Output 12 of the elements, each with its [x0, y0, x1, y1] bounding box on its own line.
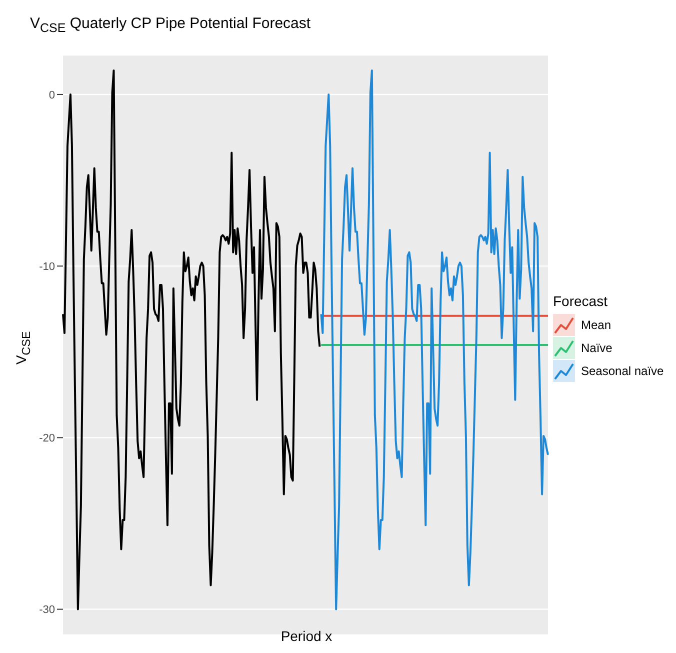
legend-title: Forecast — [553, 293, 608, 309]
legend-label: Seasonal naïve — [581, 364, 664, 378]
line-series — [320, 69, 549, 610]
line-series — [62, 69, 321, 610]
legend-label: Naïve — [581, 340, 612, 354]
y-tick-label: -30 — [39, 604, 55, 616]
chart-title: V$_{CSE}$ Quaterly CP Pipe Potential Forecast — [30, 15, 311, 35]
y-tick-label: -10 — [39, 260, 55, 273]
x-axis-title: Period x — [280, 628, 334, 644]
y-tick-label: 0 — [48, 89, 55, 102]
y-tick-label: -20 — [39, 432, 55, 445]
legend-label: Mean — [581, 318, 612, 332]
